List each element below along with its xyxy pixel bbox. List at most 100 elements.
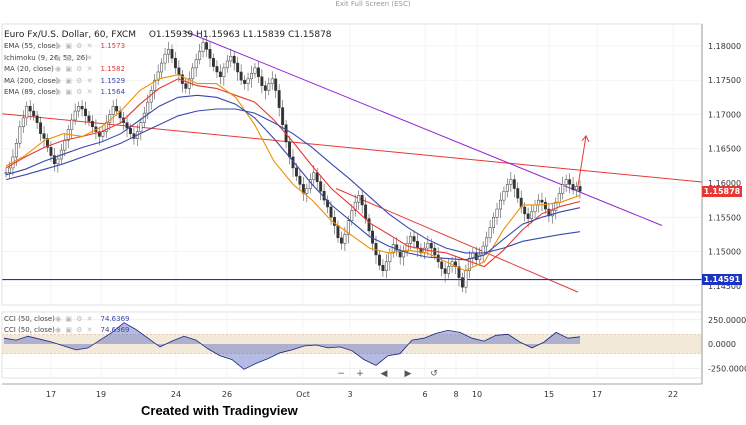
candle-down	[208, 49, 212, 59]
legend-value: 1.1564	[100, 88, 126, 97]
candle-down	[457, 266, 461, 278]
candle-up	[305, 188, 309, 194]
candle-up	[111, 105, 115, 115]
candle-down	[49, 147, 53, 156]
chart-header: Euro Fx/U.S. Dollar, 60, FXCM O1.15939 H…	[4, 30, 332, 40]
osc-legend-value: 74.6369	[100, 325, 130, 334]
candle-up	[426, 243, 430, 249]
candle-up	[246, 78, 250, 84]
x-tick-label: 3	[347, 390, 352, 399]
osc-legend-row[interactable]: CCI (50, close) ◉ ▣ ⚙ ✕ 74.6369	[4, 315, 130, 323]
candle-up	[191, 67, 195, 80]
legend-name: EMA (55, close)	[4, 42, 59, 50]
legend-name: MA (20, close)	[4, 65, 54, 74]
candle-down	[571, 184, 575, 191]
legend-row[interactable]: MA (200, close) ◉ ▣ ⚙ ✕ 1.1529	[4, 77, 125, 85]
x-tick-label: Oct	[296, 390, 310, 399]
candle-down	[419, 247, 423, 254]
legend-controls-icon[interactable]: ◉ ▣ ⚙ ✕	[55, 42, 94, 50]
candle-up	[550, 210, 554, 217]
candle-up	[25, 105, 29, 119]
ma-line-3	[5, 108, 581, 254]
candle-down	[205, 42, 209, 50]
candle-down	[377, 254, 381, 266]
y-tick-label: 1.15500	[708, 213, 741, 222]
x-tick-label: 17	[592, 390, 602, 399]
legend-row[interactable]: MA (20, close) ◉ ▣ ⚙ ✕ 1.1582	[4, 65, 125, 73]
candle-up	[18, 126, 22, 144]
ohlc-close: C1.15878	[288, 30, 332, 40]
x-tick-label: 6	[422, 390, 427, 399]
price-tag: 1.14591	[702, 274, 742, 286]
legend-row[interactable]: EMA (55, close) ◉ ▣ ⚙ ✕ 1.1573	[4, 42, 125, 50]
candle-up	[198, 51, 202, 60]
osc-legend-controls-icon[interactable]: ◉ ▣ ⚙ ✕	[55, 315, 94, 323]
candle-up	[447, 266, 451, 274]
candle-down	[256, 67, 260, 78]
candle-down	[170, 49, 174, 59]
candle-up	[222, 67, 226, 78]
y-tick-label: 1.17000	[708, 110, 741, 119]
candle-up	[253, 67, 257, 74]
candle-up	[146, 101, 150, 114]
axis-labels: 1.18000 1.17500 1.17000 1.16500 1.16000 1.155…	[46, 42, 746, 399]
candle-up	[201, 42, 205, 52]
candle-up	[485, 237, 489, 247]
target-arrow-shaft	[577, 135, 587, 187]
osc-legend-name: CCI (50, close)	[4, 315, 55, 323]
candle-down	[288, 141, 291, 158]
candle-up	[312, 172, 316, 180]
candle-down	[364, 204, 368, 219]
y-tick-label: 1.17500	[708, 76, 741, 85]
osc-legend-row[interactable]: CCI (50, close) ◉ ▣ ⚙ ✕ 74.6369	[4, 326, 130, 334]
candle-up	[343, 234, 347, 244]
cci-area	[4, 322, 580, 370]
candle-down	[232, 55, 236, 64]
candle-up	[402, 251, 406, 258]
legend-controls-icon[interactable]: ◉ ▣ ⚙ ✕	[55, 65, 94, 74]
chart-control-button[interactable]: +	[356, 369, 364, 379]
osc-legend-controls-icon[interactable]: ◉ ▣ ⚙ ✕	[55, 325, 94, 334]
candle-down	[512, 179, 516, 189]
candle-up	[139, 122, 143, 132]
candle-down	[367, 218, 371, 232]
candle-down	[39, 122, 43, 134]
candle-down	[416, 241, 419, 249]
candle-up	[481, 245, 485, 256]
y-tick-label: 1.15000	[708, 248, 741, 257]
candle-down	[46, 138, 49, 148]
candle-up	[388, 252, 392, 263]
candle-down	[212, 58, 215, 67]
legend-controls-icon[interactable]: ◉ ▣ ⚙ ✕	[55, 88, 94, 97]
axes	[1, 23, 703, 385]
legend-row[interactable]: Ichimoku (9, 26, 52, 26) ◉ ▣ ⚙ ✕	[4, 54, 101, 62]
candle-down	[523, 206, 527, 215]
candle-down	[263, 85, 267, 91]
candle-up	[409, 236, 413, 244]
purple-descending-trendline	[183, 30, 663, 226]
candles	[4, 36, 582, 294]
chart-control-button[interactable]: ↺	[430, 369, 438, 379]
candle-down	[460, 277, 464, 288]
candle-up	[575, 186, 578, 191]
candle-down	[125, 122, 129, 129]
candle-up	[488, 227, 492, 239]
legend-row[interactable]: EMA (89, close) ◉ ▣ ⚙ ✕ 1.1564	[4, 88, 125, 96]
exit-fullscreen-label[interactable]: Exit Full Screen (ESC)	[335, 0, 411, 8]
chart-control-button[interactable]: ▶	[405, 369, 412, 379]
legend-controls-icon[interactable]: ◉ ▣ ⚙ ✕	[55, 53, 94, 62]
chart-control-button[interactable]: −	[337, 369, 345, 379]
candle-up	[160, 62, 164, 73]
candle-up	[163, 53, 167, 64]
legend-name: EMA (89, close)	[4, 88, 59, 97]
candle-down	[319, 181, 323, 192]
chart-control-button[interactable]: ◀	[381, 369, 388, 379]
candle-down	[173, 58, 177, 69]
osc-legend-name: CCI (50, close)	[4, 325, 55, 334]
candle-up	[499, 199, 502, 210]
candle-down	[315, 172, 319, 182]
legend-controls-icon[interactable]: ◉ ▣ ⚙ ✕	[55, 76, 94, 85]
candle-down	[295, 167, 298, 177]
symbol-title: Euro Fx/U.S. Dollar, 60, FXCM	[4, 30, 136, 40]
